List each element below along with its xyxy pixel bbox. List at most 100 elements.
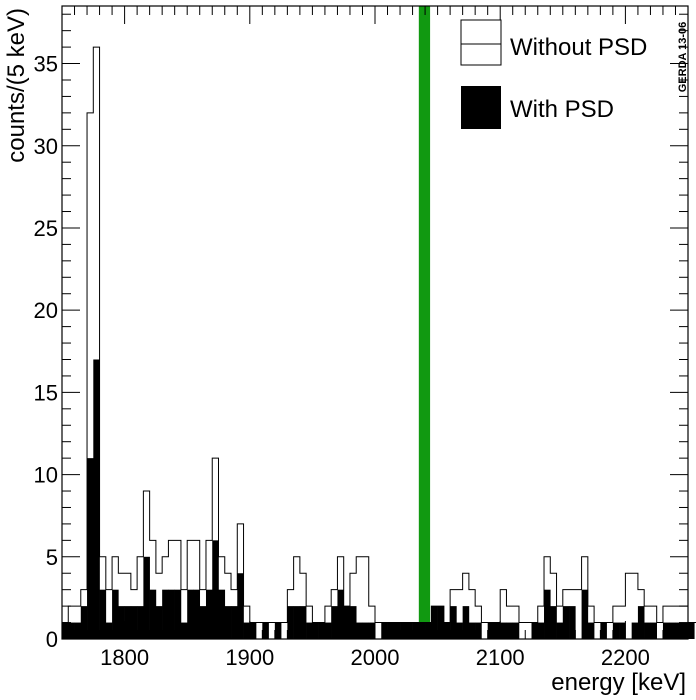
qbb-band [418,6,431,639]
y-tick-label: 15 [34,380,58,405]
with-psd-bar [155,606,163,639]
with-psd-bar [343,606,351,639]
with-psd-bar [231,606,238,639]
with-psd-bar [662,622,670,639]
with-psd-bar [443,622,451,639]
with-psd-bar [143,556,150,639]
x-tick-label: 1900 [225,645,274,670]
with-psd-bar [362,622,370,639]
with-psd-bar [537,622,545,639]
with-psd-bar [675,622,683,639]
with-psd-bar [493,622,501,639]
with-psd-bar [462,606,470,639]
with-psd-bar [331,606,338,639]
with-psd-bar [418,622,426,639]
with-psd-bar [243,622,251,639]
with-psd-bar [681,622,689,639]
with-psd-bar [544,589,551,639]
with-psd-bar [569,606,576,639]
with-psd-bar [425,622,432,639]
legend-swatch-without-psd [460,19,502,66]
y-tick-label: 5 [46,545,58,570]
with-psd-bar [80,606,88,639]
with-psd-bar [149,589,157,639]
with-psd-bar [587,622,595,639]
with-psd-bar [475,622,482,639]
with-psd-bar [212,540,219,639]
with-psd-bar [180,622,188,639]
with-psd-bar [274,622,282,639]
with-psd-bar [368,622,376,639]
with-psd-bar [650,622,657,639]
with-psd-bar [199,606,207,639]
with-psd-bar [612,622,620,639]
with-psd-bar [631,622,639,639]
with-psd-bar [688,622,695,639]
with-psd-bar [130,606,138,639]
with-psd-bar [431,606,438,639]
gerda-stamp: GERDA 13-06 [677,22,689,93]
with-psd-bar [193,589,201,639]
with-psd-bar [400,622,407,639]
y-tick-label: 35 [34,52,58,77]
with-psd-bar [224,606,232,639]
x-tick-label: 2200 [601,645,650,670]
with-psd-bar [168,589,175,639]
with-psd-bar [306,622,313,639]
with-psd-bar [393,622,401,639]
y-tick-label: 30 [34,134,58,159]
with-psd-bar [506,622,514,639]
with-psd-bar [68,622,75,639]
with-psd-bar [512,622,520,639]
with-psd-bar [562,606,570,639]
with-psd-bar [118,606,125,639]
with-psd-bar [137,606,144,639]
y-tick-label: 10 [34,463,58,488]
with-psd-bar [93,359,100,639]
x-axis-title: energy [keV] [551,669,686,695]
with-psd-bar [412,622,420,639]
with-psd-bar [174,589,182,639]
x-tick-label: 1800 [100,645,149,670]
with-psd-bar [324,622,332,639]
with-psd-bar [669,622,676,639]
y-tick-label: 25 [34,216,58,241]
with-psd-bar [62,622,69,639]
with-psd-bar [637,606,645,639]
with-psd-bar [99,589,107,639]
with-psd-bar [531,622,539,639]
with-psd-bar [619,622,626,639]
with-psd-bar [387,622,395,639]
with-psd-bar [556,622,564,639]
with-psd-bar [487,622,495,639]
with-psd-bar [105,622,113,639]
with-psd-bar [218,589,226,639]
with-psd-bar [87,458,94,639]
with-psd-bar [356,622,363,639]
with-psd-bar [312,622,319,639]
y-axis-title: counts/(5 keV) [3,8,30,163]
with-psd-bar [299,606,307,639]
with-psd-bar [124,606,132,639]
with-psd-bar [337,589,344,639]
with-psd-bar [262,622,269,639]
with-psd-bar [318,622,326,639]
with-psd-bar [74,622,82,639]
with-psd-bar [468,622,476,639]
with-psd-bar [581,589,589,639]
x-tick-label: 2000 [351,645,400,670]
with-psd-bar [237,573,244,639]
with-psd-bar [187,589,194,639]
with-psd-bar [381,622,388,639]
y-tick-label: 0 [46,627,58,652]
with-psd-bar [162,589,169,639]
with-psd-bar [600,622,607,639]
with-psd-bar [456,622,463,639]
without-psd-outline [61,46,696,639]
with-psd-bar [112,589,119,639]
with-psd-bar [437,606,445,639]
with-psd-bar [406,622,413,639]
with-psd-bar [205,589,213,639]
y-tick-label: 20 [34,298,58,323]
